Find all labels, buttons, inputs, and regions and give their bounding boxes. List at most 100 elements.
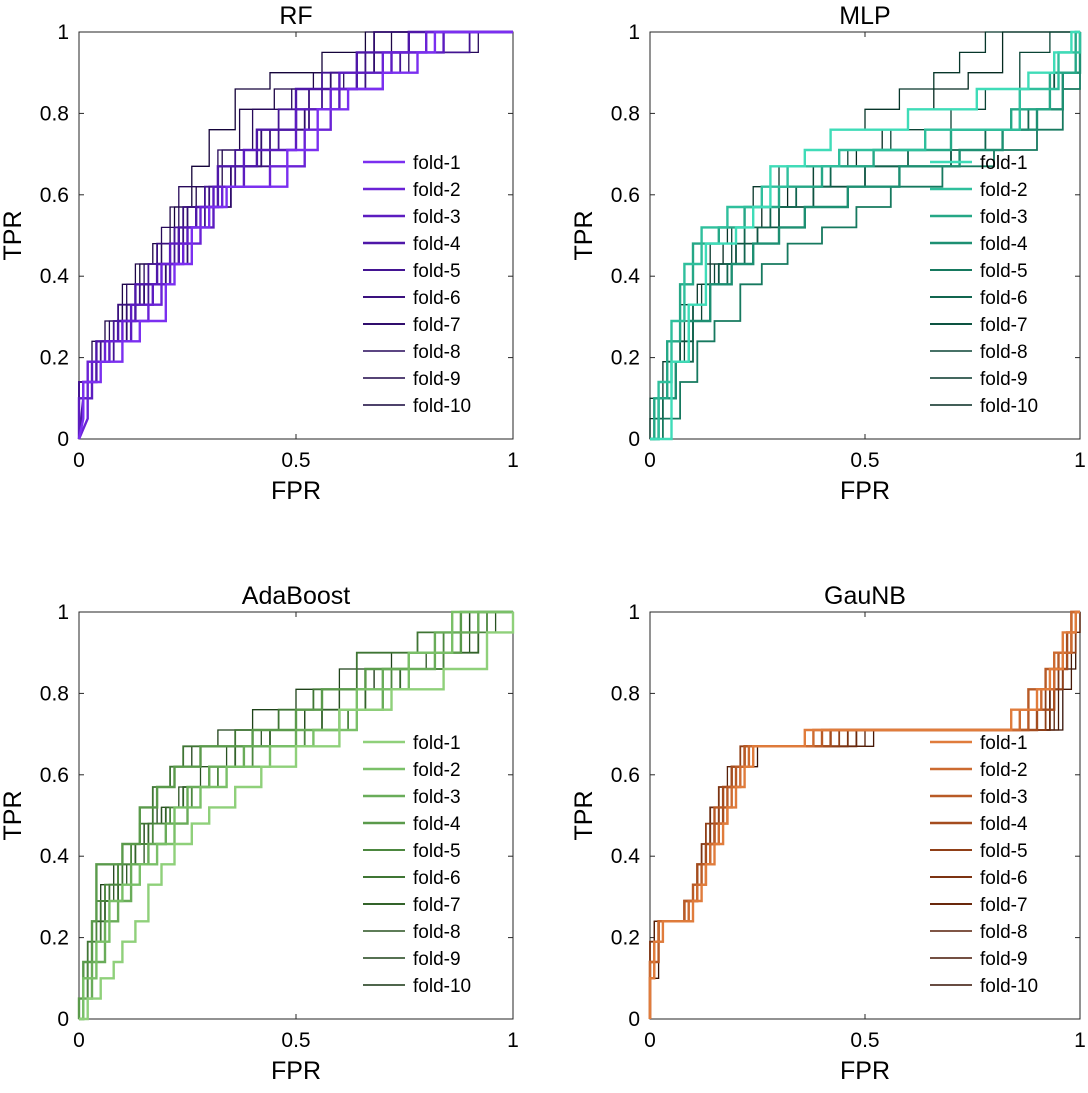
mlp-y-axis-label: TPR bbox=[570, 211, 598, 261]
adaboost-roc-line-fold-3 bbox=[79, 610, 513, 1021]
mlp-x-axis-label: FPR bbox=[840, 477, 890, 505]
adaboost-x-axis-label: FPR bbox=[271, 1057, 321, 1085]
adaboost-roc-line-fold-4 bbox=[77, 610, 513, 1019]
rf-roc-line-fold-3 bbox=[77, 30, 513, 439]
gaunb-xtick-label: 0.5 bbox=[850, 1029, 879, 1052]
rf-y-axis-label: TPR bbox=[0, 211, 27, 261]
gaunb-legend-label-fold-4: fold-4 bbox=[980, 814, 1028, 835]
gaunb-legend-label-fold-7: fold-7 bbox=[980, 895, 1028, 916]
mlp-ytick-label: 0.8 bbox=[611, 102, 640, 125]
rf-legend-label-fold-4: fold-4 bbox=[413, 234, 461, 255]
gaunb-roc-line-fold-1 bbox=[648, 610, 1080, 1019]
mlp-xtick-label: 1 bbox=[1074, 449, 1086, 472]
adaboost-legend-label-fold-3: fold-3 bbox=[413, 787, 461, 808]
mlp-xtick-label: 0 bbox=[644, 449, 656, 472]
gaunb-xtick-label: 1 bbox=[1074, 1029, 1086, 1052]
adaboost-legend-label-fold-8: fold-8 bbox=[413, 922, 461, 943]
rf-xtick-label: 1 bbox=[507, 449, 519, 472]
rf-ytick-label: 0.4 bbox=[40, 265, 70, 288]
mlp-ytick-label: 0.4 bbox=[611, 265, 641, 288]
rf-ytick-label: 0.6 bbox=[40, 184, 69, 207]
adaboost-legend-label-fold-10: fold-10 bbox=[413, 976, 471, 997]
mlp-chart-title: MLP bbox=[839, 2, 890, 30]
adaboost-legend-label-fold-7: fold-7 bbox=[413, 895, 461, 916]
rf-x-axis-label: FPR bbox=[271, 477, 321, 505]
rf-roc-panel: RF0 0.5 100.20.40.60.81FPRTPRfold-1fold-2f… bbox=[0, 2, 519, 505]
rf-xtick-label: 0.5 bbox=[281, 449, 310, 472]
adaboost-chart-title: AdaBoost bbox=[242, 582, 350, 610]
rf-series-group bbox=[77, 30, 513, 440]
gaunb-legend: fold-1 fold-2 fold-3 fold-4 fold-5 fold-6 fold… bbox=[930, 733, 1038, 997]
adaboost-ytick-label: 0.2 bbox=[40, 927, 69, 950]
adaboost-ytick-label: 0.8 bbox=[40, 682, 69, 705]
adaboost-xtick-label: 0.5 bbox=[281, 1029, 310, 1052]
adaboost-roc-line-fold-2 bbox=[79, 610, 513, 1021]
adaboost-legend-label-fold-1: fold-1 bbox=[413, 733, 461, 754]
gaunb-legend-label-fold-10: fold-10 bbox=[980, 976, 1038, 997]
gaunb-ytick-label: 0.8 bbox=[611, 682, 640, 705]
gaunb-legend-label-fold-9: fold-9 bbox=[980, 949, 1028, 970]
gaunb-roc-line-fold-3 bbox=[648, 610, 1080, 1019]
mlp-ytick-label: 0.2 bbox=[611, 347, 640, 370]
gaunb-ytick-label: 1 bbox=[628, 601, 640, 624]
rf-legend-label-fold-1: fold-1 bbox=[413, 153, 461, 174]
gaunb-legend-label-fold-3: fold-3 bbox=[980, 787, 1028, 808]
mlp-legend-label-fold-5: fold-5 bbox=[980, 261, 1028, 282]
gaunb-ytick-label: 0.2 bbox=[611, 927, 640, 950]
adaboost-legend-label-fold-9: fold-9 bbox=[413, 949, 461, 970]
gaunb-legend-label-fold-1: fold-1 bbox=[980, 733, 1028, 754]
mlp-legend-label-fold-1: fold-1 bbox=[980, 153, 1028, 174]
rf-ytick-label: 0.8 bbox=[40, 102, 69, 125]
gaunb-legend-label-fold-6: fold-6 bbox=[980, 868, 1028, 889]
adaboost-legend-label-fold-5: fold-5 bbox=[413, 841, 461, 862]
adaboost-legend-label-fold-6: fold-6 bbox=[413, 868, 461, 889]
mlp-legend-label-fold-7: fold-7 bbox=[980, 315, 1028, 336]
adaboost-y-axis-label: TPR bbox=[0, 791, 27, 841]
rf-chart-title: RF bbox=[279, 2, 312, 30]
rf-ytick-label: 0.2 bbox=[40, 347, 69, 370]
adaboost-xtick-label: 0 bbox=[73, 1029, 85, 1052]
mlp-ytick-label: 0.6 bbox=[611, 184, 640, 207]
adaboost-ytick-label: 1 bbox=[57, 601, 69, 624]
rf-ytick-label: 0 bbox=[57, 428, 69, 451]
gaunb-ytick-label: 0.6 bbox=[611, 764, 640, 787]
gaunb-y-axis-label: TPR bbox=[570, 791, 598, 841]
mlp-legend-label-fold-3: fold-3 bbox=[980, 207, 1028, 228]
adaboost-legend-label-fold-4: fold-4 bbox=[413, 814, 461, 835]
rf-ytick-label: 1 bbox=[57, 21, 69, 44]
mlp-xtick-label: 0.5 bbox=[850, 449, 879, 472]
gaunb-legend-label-fold-8: fold-8 bbox=[980, 922, 1028, 943]
adaboost-ytick-label: 0 bbox=[57, 1008, 69, 1031]
adaboost-xtick-label: 1 bbox=[507, 1029, 519, 1052]
mlp-legend-label-fold-10: fold-10 bbox=[980, 396, 1038, 417]
rf-legend-label-fold-6: fold-6 bbox=[413, 288, 461, 309]
mlp-roc-panel: MLP 0 0.5 1 0 0.2 0.4 0.6 0.8 1 FPR TPR fold-1 fold-2… bbox=[570, 2, 1086, 505]
adaboost-legend: fold-1 fold-2 fold-3 fold-4 fold-5 fold-6 fold… bbox=[363, 733, 471, 997]
mlp-legend-label-fold-4: fold-4 bbox=[980, 234, 1028, 255]
rf-legend-label-fold-7: fold-7 bbox=[413, 315, 461, 336]
mlp-series-group bbox=[649, 30, 1082, 441]
gaunb-legend-label-fold-2: fold-2 bbox=[980, 760, 1028, 781]
rf-legend-label-fold-8: fold-8 bbox=[413, 342, 461, 363]
adaboost-legend-label-fold-2: fold-2 bbox=[413, 760, 461, 781]
mlp-legend-label-fold-9: fold-9 bbox=[980, 369, 1028, 390]
gaunb-series-group bbox=[648, 610, 1081, 1019]
gaunb-x-axis-label: FPR bbox=[840, 1057, 890, 1085]
adaboost-ytick-label: 0.6 bbox=[40, 764, 69, 787]
mlp-roc-line-fold-3 bbox=[650, 30, 1080, 441]
mlp-ytick-label: 1 bbox=[628, 21, 640, 44]
adaboost-roc-line-fold-1 bbox=[79, 612, 515, 1021]
rf-legend-label-fold-2: fold-2 bbox=[413, 180, 461, 201]
adaboost-ytick-label: 0.4 bbox=[40, 845, 70, 868]
rf-legend-label-fold-10: fold-10 bbox=[413, 396, 471, 417]
adaboost-series-group bbox=[77, 610, 515, 1021]
mlp-roc-line-fold-1 bbox=[650, 30, 1080, 441]
rf-roc-line-fold-1 bbox=[77, 30, 513, 440]
mlp-legend-label-fold-2: fold-2 bbox=[980, 180, 1028, 201]
mlp-roc-line-fold-5 bbox=[650, 32, 1081, 440]
mlp-legend-label-fold-6: fold-6 bbox=[980, 288, 1028, 309]
gaunb-ytick-label: 0 bbox=[628, 1008, 640, 1031]
rf-legend-label-fold-3: fold-3 bbox=[413, 207, 461, 228]
